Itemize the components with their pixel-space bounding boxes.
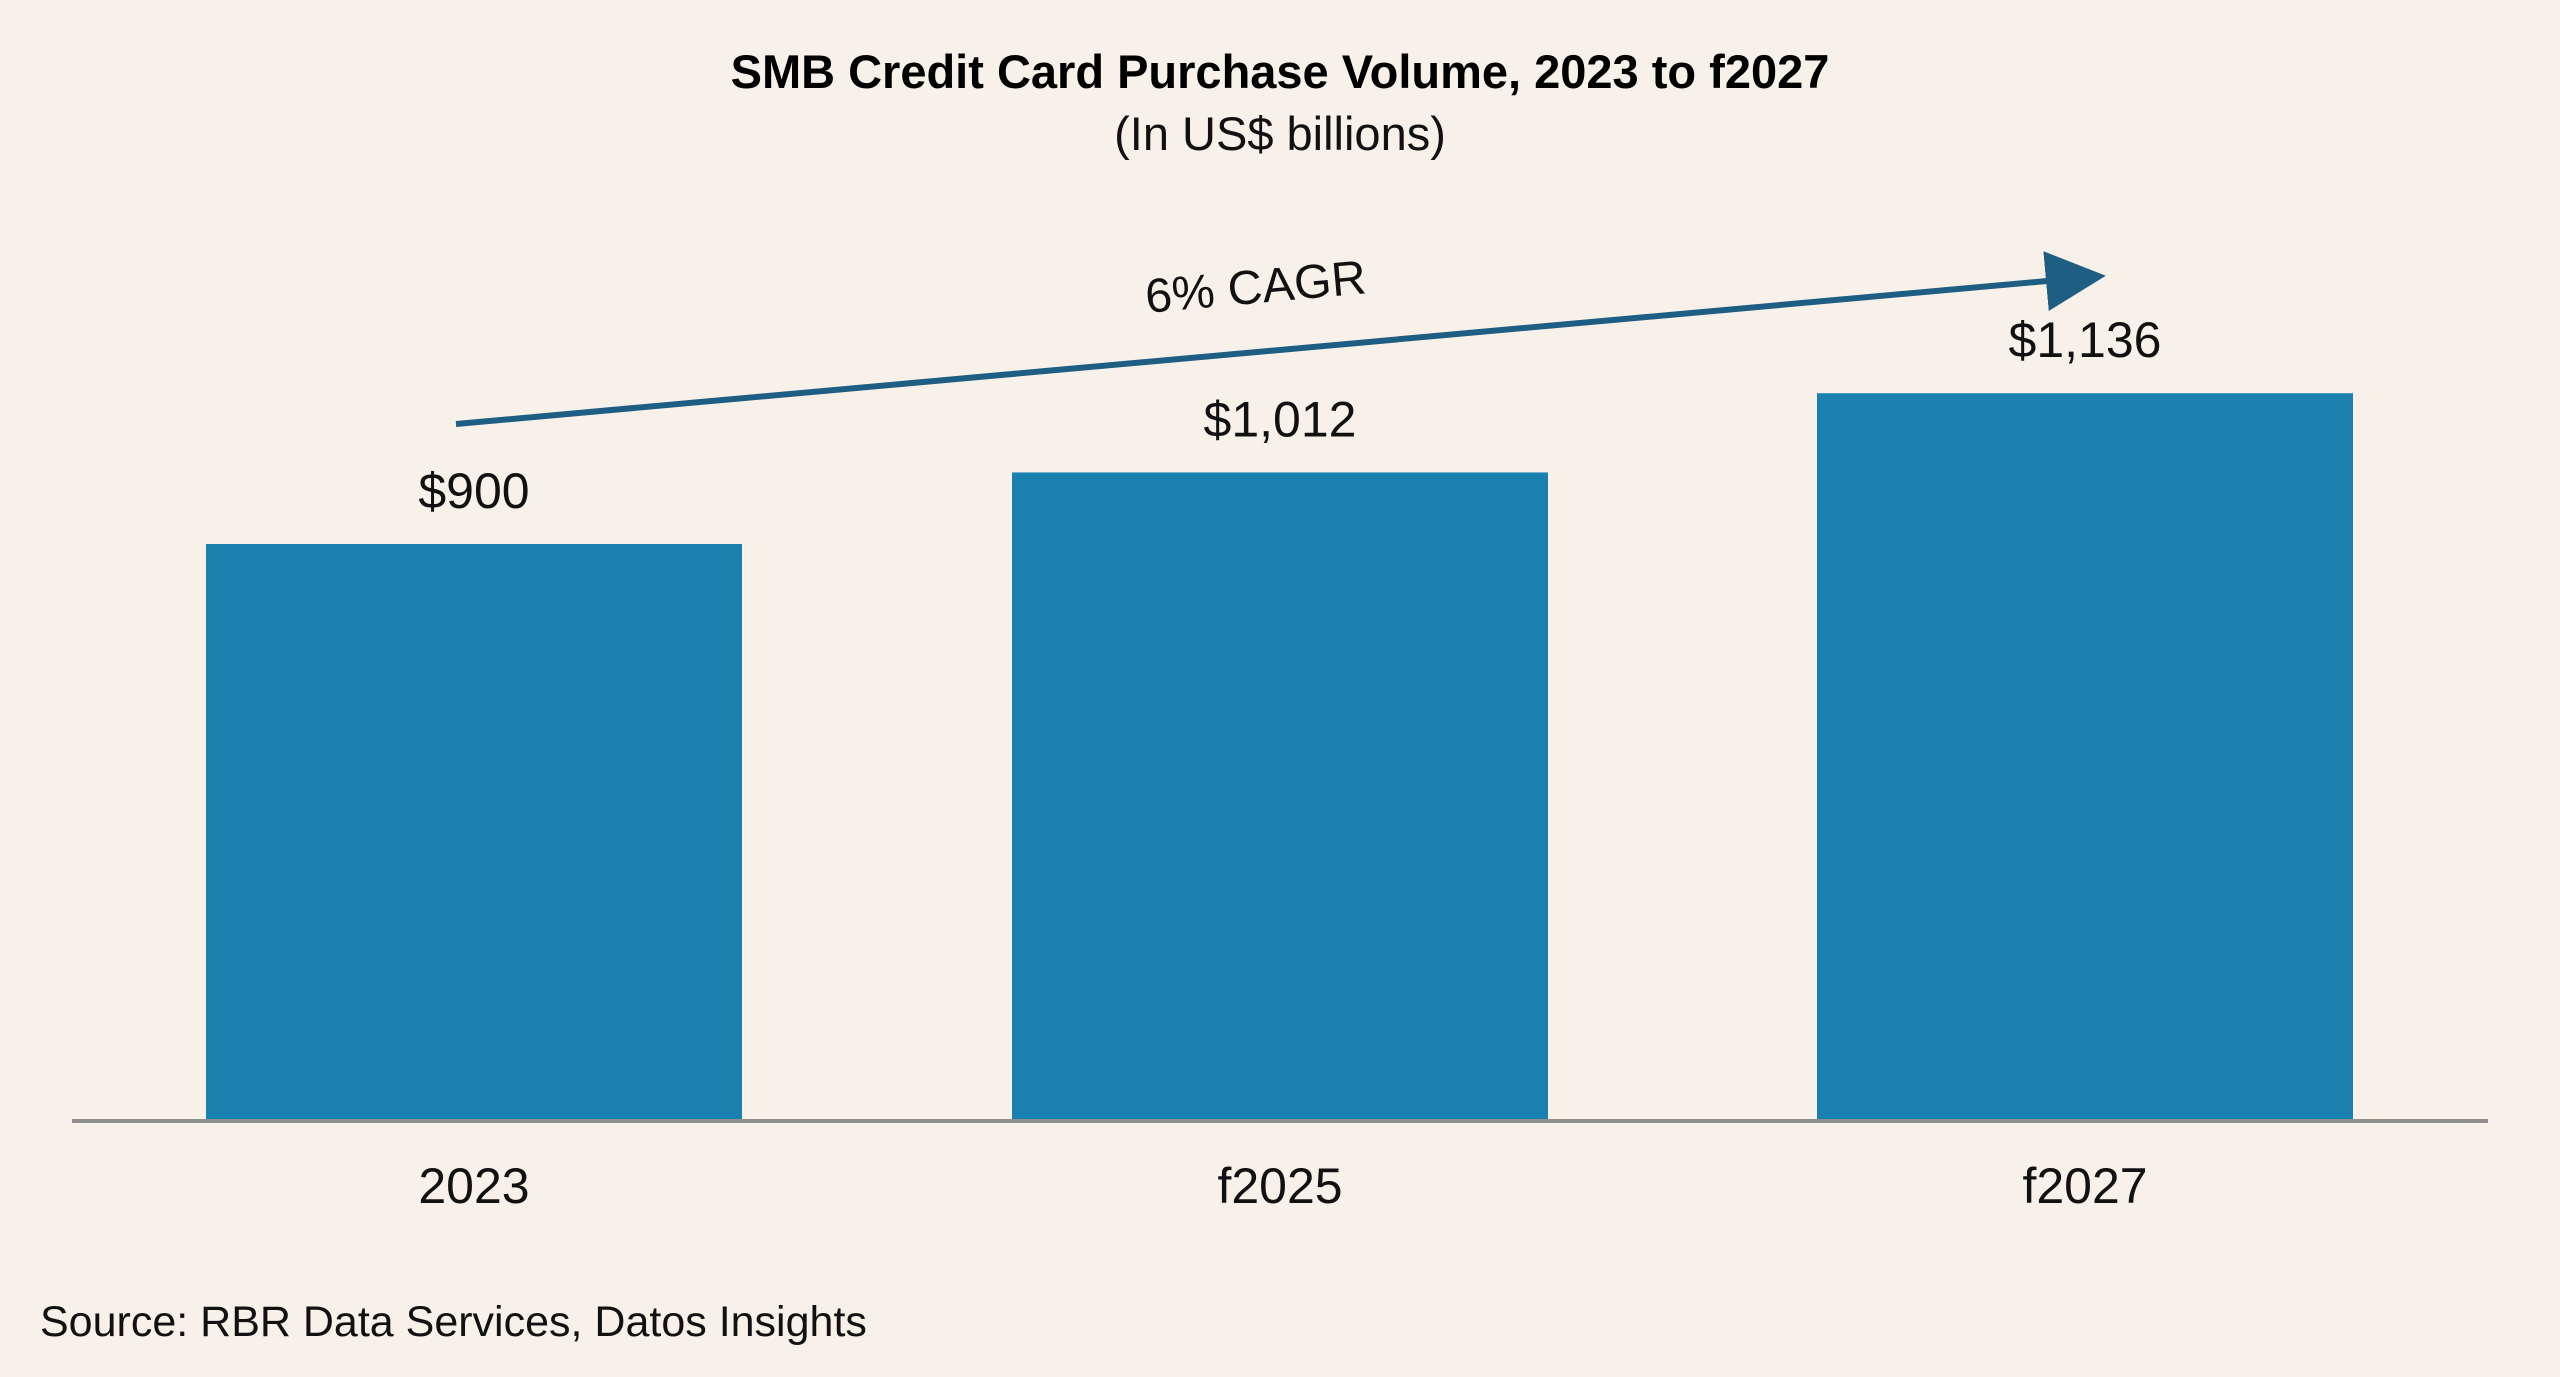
value-labels-group: $900 $1,012 $1,136: [418, 312, 2161, 519]
chart-title: SMB Credit Card Purchase Volume, 2023 to…: [731, 45, 1830, 98]
x-tick-label-f2027: f2027: [2022, 1158, 2147, 1214]
value-label-2023: $900: [418, 463, 529, 519]
bar-f2027: [1817, 393, 2353, 1119]
source-note: Source: RBR Data Services, Datos Insight…: [40, 1298, 867, 1346]
cagr-arrow-line: [455, 251, 2106, 427]
tick-labels-group: 2023 f2025 f2027: [418, 1158, 2147, 1214]
cagr-annotation: 6% CAGR: [1143, 251, 1368, 323]
value-label-f2025: $1,012: [1204, 391, 1357, 447]
x-tick-label-2023: 2023: [418, 1158, 529, 1214]
cagr-arrow: [455, 251, 2106, 427]
bar-2023: [206, 544, 742, 1119]
bar-f2025: [1012, 472, 1548, 1119]
value-label-f2027: $1,136: [2009, 312, 2162, 368]
bars-group: [206, 393, 2353, 1119]
x-tick-label-f2025: f2025: [1217, 1158, 1342, 1214]
chart-subtitle: (In US$ billions): [1114, 107, 1446, 160]
